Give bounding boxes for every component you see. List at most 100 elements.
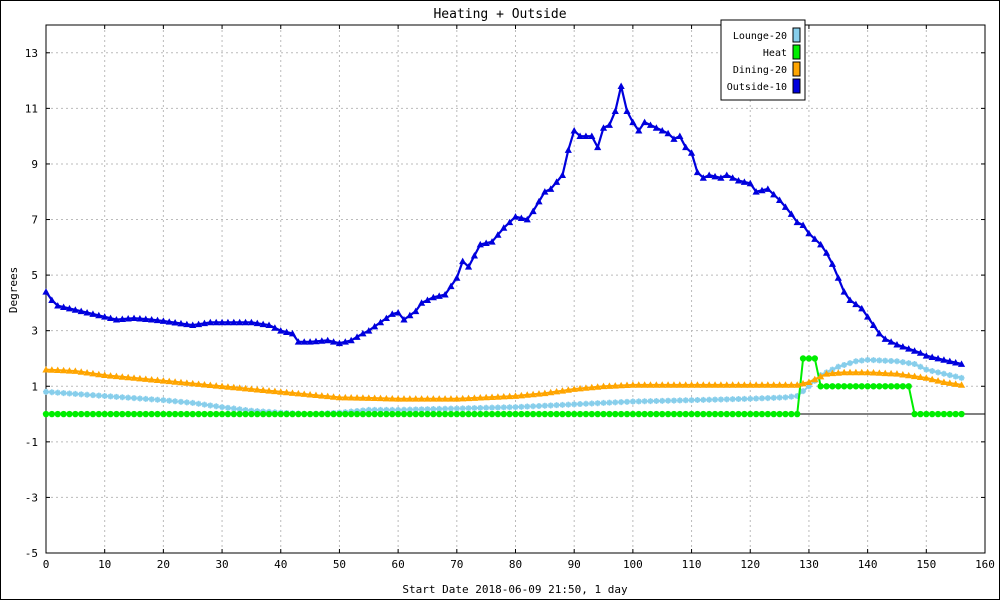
data-point [547,402,554,409]
data-point [195,400,202,407]
data-point [277,388,285,395]
data-point [83,410,91,418]
data-point [84,391,91,398]
data-point [923,410,930,418]
data-point [535,402,542,409]
data-point [177,319,185,327]
data-point [570,385,578,392]
data-point [875,329,883,337]
data-point [341,393,349,401]
data-point [864,313,872,320]
data-point [682,410,689,418]
data-point [864,356,871,363]
data-point [788,410,795,418]
data-point [324,392,332,400]
data-point [101,392,108,399]
data-point [406,395,414,402]
data-point [289,410,296,418]
data-point [430,410,437,418]
data-point [306,391,314,398]
y-tick-label: 13 [25,47,38,60]
data-point [664,410,672,418]
data-point [758,381,766,388]
data-point [465,410,472,418]
data-point [259,320,267,328]
data-point [559,410,566,418]
data-point [711,410,719,418]
data-point [112,315,121,323]
data-point [482,239,490,247]
data-point [934,410,942,418]
data-point [852,368,860,376]
data-point [160,410,167,418]
data-point [159,317,167,324]
data-point [271,387,279,395]
data-point [712,396,719,403]
data-point [453,405,460,412]
data-point [219,404,226,411]
data-point [435,292,443,299]
data-point [729,396,736,403]
data-point [218,318,226,326]
data-point [957,381,966,388]
data-point [230,410,237,418]
data-point [946,372,953,379]
data-point [653,397,660,404]
data-point [312,337,320,345]
x-tick-label: 40 [274,558,287,571]
data-point [511,392,520,399]
data-point [846,383,854,390]
data-point [952,380,960,387]
data-point [207,410,214,418]
data-point [676,397,683,404]
data-point [659,410,666,418]
legend-swatch [792,61,801,77]
data-point [523,215,531,223]
data-point [306,410,314,418]
data-point [582,410,590,418]
y-axis-title: Degrees [7,267,20,313]
data-point [852,383,860,390]
data-point [887,369,895,377]
data-point [600,410,607,418]
data-point [424,410,431,418]
data-point [899,343,907,350]
data-point [887,338,895,345]
data-point [447,282,455,290]
data-point [259,410,267,418]
x-tick-label: 0 [43,558,50,571]
data-point [535,390,543,397]
data-point [893,383,901,390]
data-point [700,396,707,403]
data-point [594,410,601,418]
data-point [464,394,473,402]
data-point [570,127,578,134]
data-point [753,395,760,402]
data-point [811,355,819,362]
data-point [212,318,220,326]
data-point [764,381,772,388]
data-point [553,410,560,418]
data-point [805,355,813,362]
data-point [840,383,848,390]
data-point [629,398,636,405]
data-point [852,300,860,308]
data-point [776,410,783,418]
data-point [353,410,361,418]
data-point [464,263,473,270]
data-point [400,395,408,402]
data-point [529,207,537,215]
data-point [189,399,196,406]
data-point [500,404,507,411]
data-point [594,383,602,390]
data-point [136,374,144,382]
data-point [735,410,742,418]
data-point [817,383,824,390]
data-point [154,396,161,403]
data-point [518,410,525,418]
data-point [318,410,326,418]
data-point [254,410,261,418]
data-point [383,406,390,413]
data-point [230,405,237,412]
data-point [224,383,232,390]
